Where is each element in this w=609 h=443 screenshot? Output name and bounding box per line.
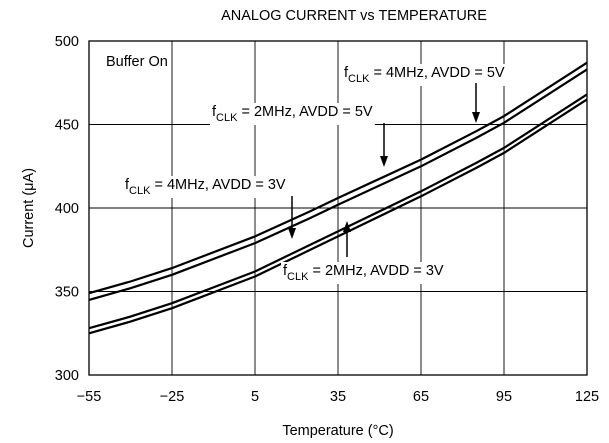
series-labels: fCLK = 4MHz, AVDD = 5V fCLK = 2MHz, AVDD …: [123, 64, 507, 284]
plot-frame: [88, 40, 588, 376]
label-background: [123, 176, 288, 198]
y-tick-label: 500: [55, 34, 79, 50]
x-tick-label: 65: [413, 389, 429, 405]
x-tick-label: 5: [251, 389, 259, 405]
y-tick-label: 450: [55, 118, 79, 134]
series-lines: [88, 61, 588, 335]
chart-title: ANALOG CURRENT vs TEMPERATURE: [221, 8, 487, 24]
x-tick-label: 35: [330, 389, 346, 405]
series-line-4mhz-5v: [88, 61, 588, 295]
series-line-2mhz-5v: [88, 68, 588, 301]
y-axis-title: Current (μA): [21, 168, 37, 248]
x-tick-labels: −55 −25 5 35 65 95 125: [77, 389, 599, 405]
arrow-head: [343, 221, 351, 232]
label-background: [281, 262, 446, 284]
x-tick-label: 95: [496, 389, 512, 405]
buffer-on-label: Buffer On: [106, 54, 168, 70]
series-label-4mhz-3v: fCLK = 4MHz, AVDD = 3V: [123, 176, 296, 239]
series-line-2mhz-3v: [88, 98, 588, 335]
series-label-4mhz-5v: fCLK = 4MHz, AVDD = 5V: [342, 64, 507, 123]
y-tick-label: 300: [55, 368, 79, 384]
y-tick-label: 400: [55, 201, 79, 217]
label-background: [342, 64, 507, 86]
x-tick-label: −25: [160, 389, 185, 405]
series-label-text: fCLK = 4MHz, AVDD = 5V: [344, 65, 505, 85]
arrow-head: [288, 228, 296, 239]
y-tick-labels: 300 350 400 450 500: [55, 34, 79, 384]
grid: [89, 41, 587, 375]
arrow-head: [380, 156, 388, 167]
series-line-4mhz-3v: [88, 93, 588, 330]
series-label-2mhz-3v: fCLK = 2MHz, AVDD = 3V: [281, 221, 446, 284]
series-label-text: fCLK = 2MHz, AVDD = 5V: [212, 104, 373, 124]
series-label-text: fCLK = 4MHz, AVDD = 3V: [125, 177, 286, 197]
x-tick-label: 125: [575, 389, 599, 405]
x-tick-label: −55: [77, 389, 102, 405]
x-axis-title: Temperature (°C): [282, 423, 393, 439]
series-label-text: fCLK = 2MHz, AVDD = 3V: [283, 263, 444, 283]
series-label-2mhz-5v: fCLK = 2MHz, AVDD = 5V: [210, 103, 388, 167]
label-background: [210, 103, 375, 125]
y-tick-label: 350: [55, 285, 79, 301]
arrow-head: [472, 112, 480, 123]
